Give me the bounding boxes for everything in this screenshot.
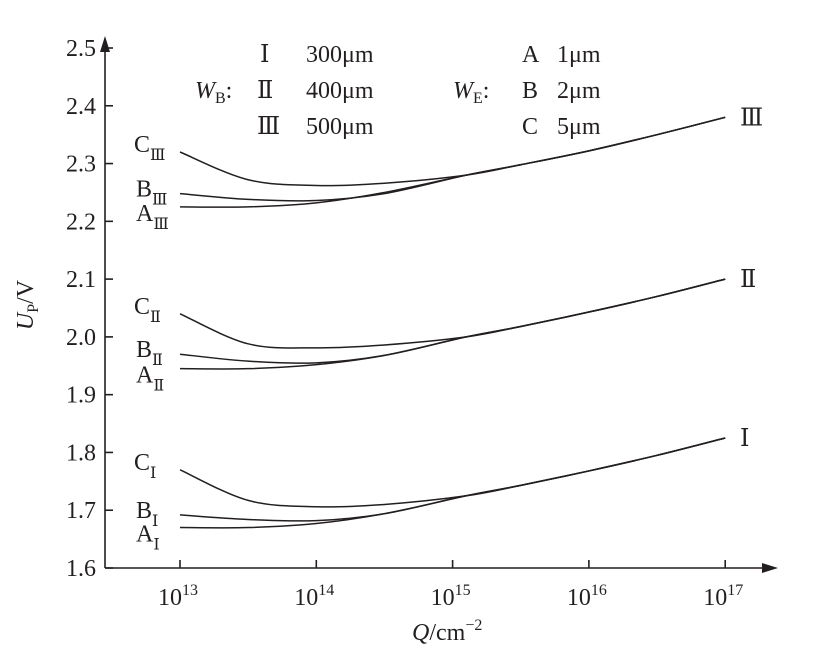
svg-text:400μm: 400μm <box>306 78 374 104</box>
x-axis-arrow <box>762 563 778 573</box>
svg-text:Ⅱ: Ⅱ <box>257 78 273 104</box>
y-tick-label: 1.8 <box>66 440 96 466</box>
curve-b-i <box>179 437 726 522</box>
x-tick-label: 1016 <box>567 582 607 611</box>
y-tick-label: 1.6 <box>66 556 96 582</box>
curve-label: BⅠ <box>136 498 158 530</box>
x-tick-label: 1014 <box>294 582 334 611</box>
axes <box>100 36 778 573</box>
curve-label: BⅡ <box>136 337 163 369</box>
y-tick-label: 2.3 <box>66 152 96 178</box>
y-axis-label: UP/V <box>13 279 42 330</box>
curve-label: AⅡ <box>136 363 164 395</box>
curve-label: BⅢ <box>136 177 167 209</box>
svg-text:Ⅰ: Ⅰ <box>260 42 269 68</box>
svg-text:500μm: 500μm <box>306 114 374 140</box>
x-tick-label: 1013 <box>158 582 198 611</box>
curve-label: CⅡ <box>134 294 161 326</box>
y-tick-label: 2.5 <box>66 36 96 62</box>
y-tick-label: 2.0 <box>66 325 96 351</box>
x-tick-label: 1017 <box>703 582 743 611</box>
curve-label: AⅠ <box>136 522 160 554</box>
svg-text:A: A <box>522 42 540 68</box>
group-label: Ⅰ <box>740 426 749 452</box>
x-tick-label: 1015 <box>431 582 471 611</box>
y-tick-label: 1.7 <box>66 498 96 524</box>
y-tick-label: 2.4 <box>66 94 96 120</box>
svg-text:B: B <box>522 78 538 104</box>
svg-text:Ⅲ: Ⅲ <box>257 114 280 140</box>
legend: WB: Ⅰ 300μm Ⅱ 400μm Ⅲ 500μm WE: A 1μm B 2μm C… <box>195 42 601 140</box>
svg-text:1μm: 1μm <box>557 42 601 68</box>
curve-label: CⅠ <box>134 450 156 482</box>
curve-a-i <box>179 437 726 529</box>
svg-text:UP/V: UP/V <box>13 279 42 330</box>
curve-label: CⅢ <box>134 132 165 164</box>
curve-a-ii <box>179 278 726 370</box>
svg-text:300μm: 300μm <box>306 42 374 68</box>
svg-text:2μm: 2μm <box>557 78 601 104</box>
y-tick-label: 2.1 <box>66 267 96 293</box>
curve-b-ii <box>179 278 726 364</box>
group-label: Ⅱ <box>740 267 756 293</box>
x-axis-label: Q/cm−2 <box>412 617 482 646</box>
y-tick-label: 2.2 <box>66 209 96 235</box>
curve-a-iii <box>179 116 726 208</box>
legend-we-label: WE: <box>453 78 489 107</box>
y-tick-label: 1.9 <box>66 383 96 409</box>
legend-wb-label: WB: <box>195 78 232 107</box>
y-axis-arrow <box>100 36 110 52</box>
curve-c-ii <box>179 278 726 349</box>
svg-text:5μm: 5μm <box>557 114 601 140</box>
svg-text:Q/cm−2: Q/cm−2 <box>412 617 482 646</box>
curve-c-i <box>179 437 726 508</box>
curve-label: AⅢ <box>136 201 169 233</box>
svg-text:C: C <box>522 114 538 140</box>
group-label: Ⅲ <box>740 105 763 131</box>
